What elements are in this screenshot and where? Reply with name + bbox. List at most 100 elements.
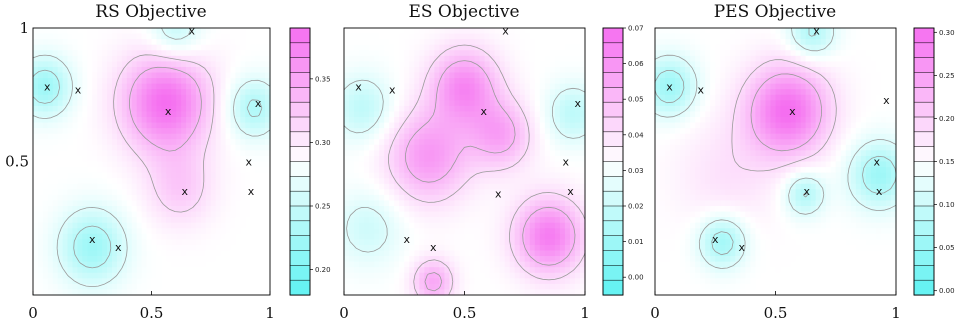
heatmap-cell	[509, 94, 516, 101]
heatmap-cell	[655, 194, 661, 202]
heatmap-cell	[52, 61, 59, 68]
heatmap-cell	[384, 267, 390, 274]
heatmap-cell	[369, 217, 375, 224]
heatmap-cell	[344, 267, 350, 274]
heatmap-cell	[479, 105, 486, 113]
heatmap-cell	[409, 55, 415, 62]
heatmap-cell	[399, 267, 405, 274]
heatmap-cell	[230, 122, 237, 129]
heatmap-cell	[444, 111, 451, 118]
heatmap-cell	[449, 278, 456, 285]
heatmap-cell	[245, 33, 251, 40]
heatmap-cell	[47, 55, 54, 62]
heatmap-cell	[171, 61, 177, 68]
heatmap-cell	[474, 261, 481, 268]
heatmap-cell	[534, 94, 541, 101]
heatmap-cell	[670, 161, 676, 168]
heatmap-cell	[559, 117, 566, 124]
heatmap-cell	[675, 194, 681, 202]
heatmap-cell	[200, 278, 207, 285]
heatmap-cell	[564, 228, 571, 235]
heatmap-cell	[439, 100, 446, 107]
heatmap-cell	[459, 211, 466, 218]
heatmap-cell	[464, 89, 471, 96]
heatmap-cell	[369, 78, 375, 85]
heatmap-cell	[389, 139, 395, 146]
heatmap-cell	[240, 200, 246, 207]
heatmap-cell	[131, 289, 138, 296]
heatmap-cell	[564, 44, 571, 51]
heatmap-cell	[354, 261, 360, 268]
heatmap-cell	[409, 261, 415, 268]
heatmap-cell	[454, 211, 461, 218]
heatmap-cell	[389, 206, 395, 213]
heatmap-cell	[524, 161, 531, 168]
heatmap-cell	[191, 66, 197, 74]
heatmap-cell	[569, 161, 576, 168]
heatmap-cell	[549, 272, 556, 279]
heatmap-cell	[354, 283, 360, 291]
heatmap-cell	[102, 261, 108, 268]
heatmap-cell	[72, 72, 79, 79]
heatmap-cell	[131, 211, 138, 218]
heatmap-cell	[116, 78, 123, 85]
heatmap-cell	[200, 133, 207, 140]
heatmap-cell	[77, 61, 83, 68]
heatmap-cell	[245, 100, 251, 107]
heatmap-cell	[554, 128, 561, 135]
heatmap-cell	[67, 117, 74, 124]
heatmap-cell	[344, 28, 350, 35]
heatmap-cell	[434, 250, 440, 257]
heatmap-cell	[235, 233, 241, 240]
heatmap-cell	[205, 211, 212, 218]
heatmap-cell	[87, 78, 93, 85]
heatmap-cell	[680, 105, 686, 113]
heatmap-cell	[112, 150, 118, 157]
heatmap-cell	[434, 239, 440, 246]
heatmap-cell	[92, 244, 98, 252]
heatmap-cell	[404, 256, 410, 263]
heatmap-cell	[97, 261, 103, 268]
heatmap-cell	[161, 33, 167, 40]
heatmap-cell	[655, 155, 661, 163]
heatmap-cell	[151, 122, 158, 129]
heatmap-cell	[670, 139, 676, 146]
heatmap-cell	[265, 172, 271, 179]
heatmap-cell	[200, 150, 207, 157]
heatmap-cell	[374, 239, 380, 246]
heatmap-cell	[569, 289, 576, 296]
heatmap-cell	[146, 66, 153, 74]
heatmap-cell	[77, 155, 83, 163]
heatmap-cell	[156, 233, 162, 240]
heatmap-cell	[87, 105, 93, 113]
heatmap-cell	[210, 150, 217, 157]
heatmap-cell	[57, 250, 64, 257]
heatmap-cell	[205, 261, 212, 268]
heatmap-cell	[369, 66, 375, 74]
heatmap-cell	[369, 244, 375, 252]
heatmap-cell	[146, 206, 153, 213]
heatmap-cell	[529, 78, 536, 85]
heatmap-cell	[344, 55, 350, 62]
heatmap-cell	[414, 72, 420, 79]
heatmap-cell	[87, 111, 93, 118]
heatmap-cell	[166, 261, 172, 268]
heatmap-cell	[675, 222, 681, 229]
heatmap-cell	[509, 289, 516, 296]
heatmap-cell	[141, 44, 148, 51]
heatmap-cell	[255, 256, 261, 263]
heatmap-cell	[670, 44, 676, 51]
heatmap-cell	[364, 194, 370, 202]
heatmap-cell	[534, 89, 541, 96]
heatmap-cell	[151, 194, 158, 202]
heatmap-cell	[519, 283, 526, 291]
heatmap-cell	[195, 211, 202, 218]
heatmap-cell	[255, 244, 261, 252]
heatmap-cell	[539, 233, 546, 240]
heatmap-cell	[220, 283, 227, 291]
heatmap-cell	[484, 183, 491, 190]
heatmap-cell	[186, 222, 192, 229]
heatmap-cell	[47, 228, 54, 235]
heatmap-cell	[389, 111, 395, 118]
heatmap-cell	[499, 261, 506, 268]
